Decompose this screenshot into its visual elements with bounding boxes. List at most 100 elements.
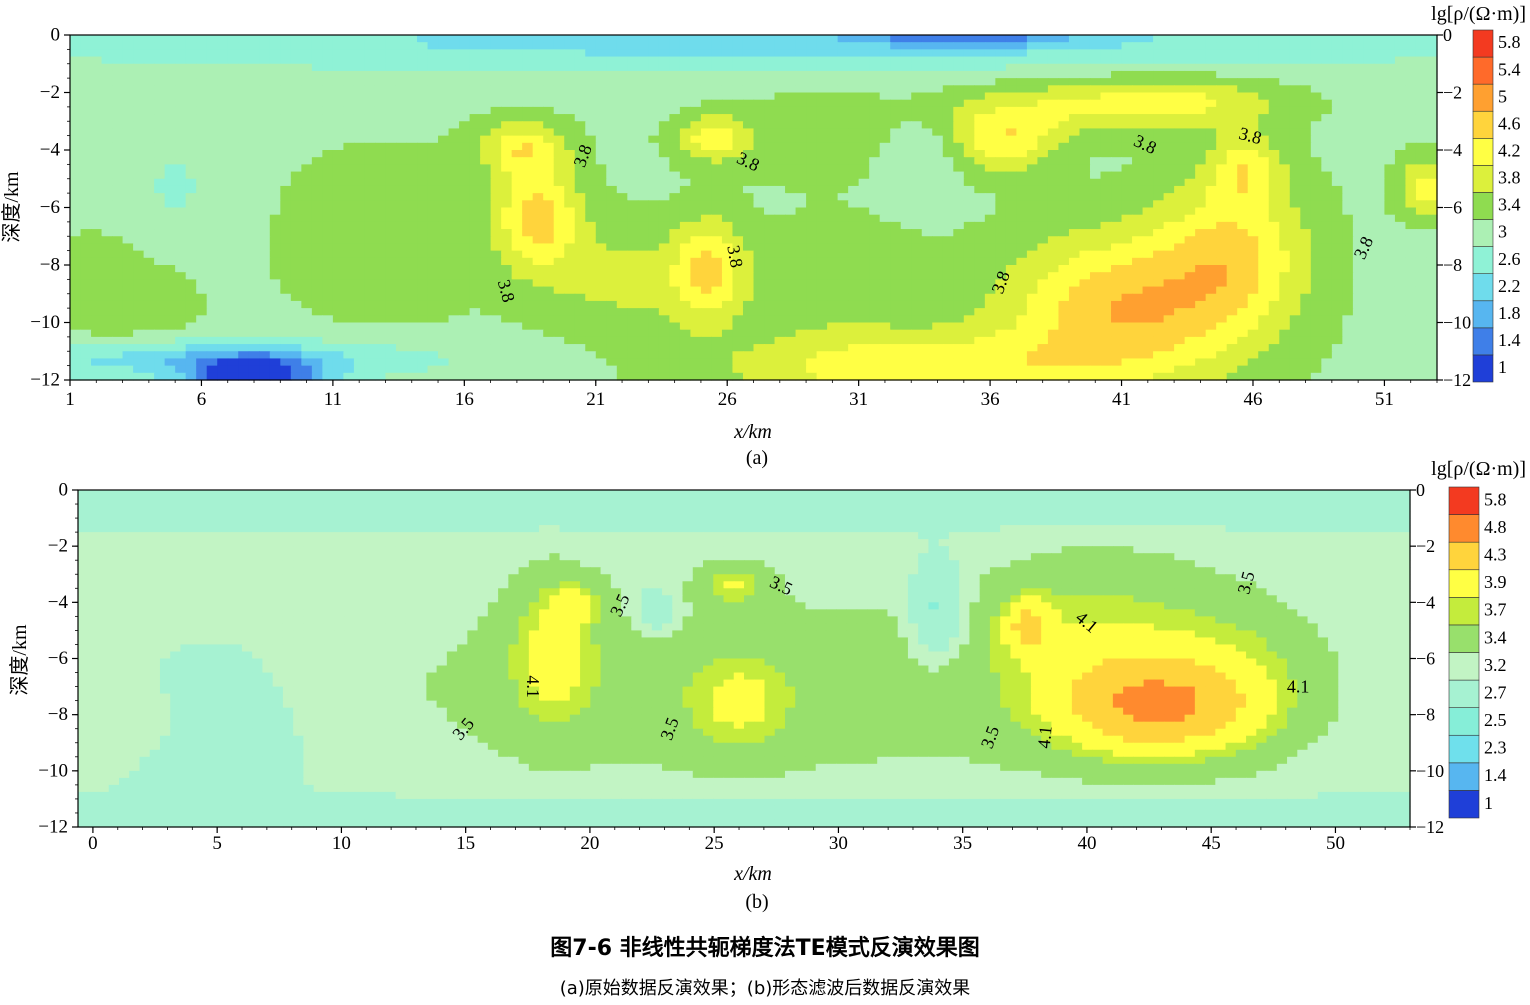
heatmap-cell xyxy=(164,128,176,137)
heatmap-cell xyxy=(80,78,92,86)
heatmap-cell xyxy=(764,279,776,288)
heatmap-cell xyxy=(1331,272,1343,280)
heatmap-cell xyxy=(353,171,366,180)
heatmap-cell xyxy=(217,35,229,43)
heatmap-cell xyxy=(932,128,944,137)
heatmap-cell xyxy=(869,150,881,158)
heatmap-cell xyxy=(522,142,534,151)
heatmap-cell xyxy=(1153,250,1165,259)
heatmap-cell xyxy=(70,243,82,252)
heatmap-cell xyxy=(1279,193,1291,201)
heatmap-cell xyxy=(1037,157,1049,165)
heatmap-cell xyxy=(438,128,450,137)
heatmap-cell xyxy=(290,92,302,101)
heatmap-cell xyxy=(448,121,460,130)
heatmap-cell xyxy=(438,157,450,165)
heatmap-cell xyxy=(669,49,681,58)
heatmap-cell xyxy=(311,49,323,58)
heatmap-cell xyxy=(122,63,134,72)
heatmap-cell xyxy=(1321,42,1333,50)
heatmap-cell xyxy=(217,229,229,237)
heatmap-cell xyxy=(984,272,996,280)
heatmap-cell xyxy=(101,35,113,43)
heatmap-cell xyxy=(238,185,250,194)
heatmap-cell xyxy=(616,157,628,165)
heatmap-cell xyxy=(658,171,670,180)
heatmap-cell xyxy=(1384,279,1396,288)
heatmap-cell xyxy=(1415,236,1428,245)
heatmap-cell xyxy=(332,135,344,144)
heatmap-cell xyxy=(574,214,586,223)
heatmap-cell xyxy=(322,49,334,58)
heatmap-cell xyxy=(1026,164,1039,173)
heatmap-cell xyxy=(1153,193,1165,201)
heatmap-cell xyxy=(1415,142,1428,151)
heatmap-cell xyxy=(1426,63,1438,72)
heatmap-cell xyxy=(785,70,797,79)
heatmap-cell xyxy=(122,272,134,280)
heatmap-cell xyxy=(1426,99,1438,108)
heatmap-cell xyxy=(932,142,944,151)
heatmap-cell xyxy=(890,193,902,201)
heatmap-cell xyxy=(238,63,250,72)
heatmap-cell xyxy=(732,221,744,230)
heatmap-cell xyxy=(1068,300,1081,309)
heatmap-cell xyxy=(185,207,197,216)
heatmap-cell xyxy=(406,236,418,245)
heatmap-cell xyxy=(1184,193,1196,201)
heatmap-cell xyxy=(1310,164,1322,173)
heatmap-cell xyxy=(122,157,134,165)
heatmap-cell xyxy=(1100,300,1112,309)
heatmap-cell xyxy=(301,286,313,295)
heatmap-cell xyxy=(196,243,208,252)
heatmap-cell xyxy=(837,56,849,65)
heatmap-cell xyxy=(1258,135,1270,144)
heatmap-cell xyxy=(532,157,544,165)
heatmap-cell xyxy=(1132,121,1144,130)
heatmap-cell xyxy=(532,70,544,79)
heatmap-cell xyxy=(1405,128,1417,137)
heatmap-cell xyxy=(122,178,134,187)
heatmap-cell xyxy=(1016,128,1028,137)
heatmap-cell xyxy=(1394,128,1407,137)
heatmap-cell xyxy=(974,35,986,43)
heatmap-cell xyxy=(1195,63,1207,72)
heatmap-cell xyxy=(995,56,1007,65)
heatmap-cell xyxy=(1394,200,1407,209)
heatmap-cell xyxy=(1426,200,1438,209)
heatmap-cell xyxy=(574,78,586,86)
heatmap-cell xyxy=(374,128,387,137)
heatmap-cell xyxy=(290,171,302,180)
heatmap-cell xyxy=(1352,42,1364,50)
heatmap-cell xyxy=(122,221,134,230)
heatmap-cell xyxy=(459,279,471,288)
heatmap-cell xyxy=(806,35,818,43)
heatmap-cell xyxy=(543,236,555,245)
heatmap-cell xyxy=(1384,85,1396,94)
heatmap-cell xyxy=(564,150,576,158)
heatmap-cell xyxy=(1300,164,1312,173)
heatmap-cell xyxy=(1268,35,1280,43)
heatmap-cell xyxy=(112,78,124,86)
heatmap-cell xyxy=(406,114,418,122)
heatmap-cell xyxy=(459,250,471,259)
heatmap-cell xyxy=(1058,49,1070,58)
heatmap-cell xyxy=(858,257,870,266)
heatmap-cell xyxy=(311,78,323,86)
heatmap-cell xyxy=(311,214,323,223)
heatmap-cell xyxy=(417,250,429,259)
heatmap-cell xyxy=(395,272,408,280)
heatmap-cell xyxy=(574,308,586,316)
heatmap-cell xyxy=(196,99,208,108)
heatmap-cell xyxy=(1373,70,1386,79)
heatmap-cell xyxy=(1184,243,1196,252)
heatmap-cell xyxy=(595,164,607,173)
heatmap-cell xyxy=(795,279,807,288)
heatmap-cell xyxy=(248,300,260,309)
heatmap-cell xyxy=(543,78,555,86)
heatmap-cell xyxy=(795,35,807,43)
heatmap-cell xyxy=(574,221,586,230)
heatmap-cell xyxy=(1089,265,1102,273)
heatmap-cell xyxy=(1216,221,1228,230)
heatmap-cell xyxy=(311,221,323,230)
